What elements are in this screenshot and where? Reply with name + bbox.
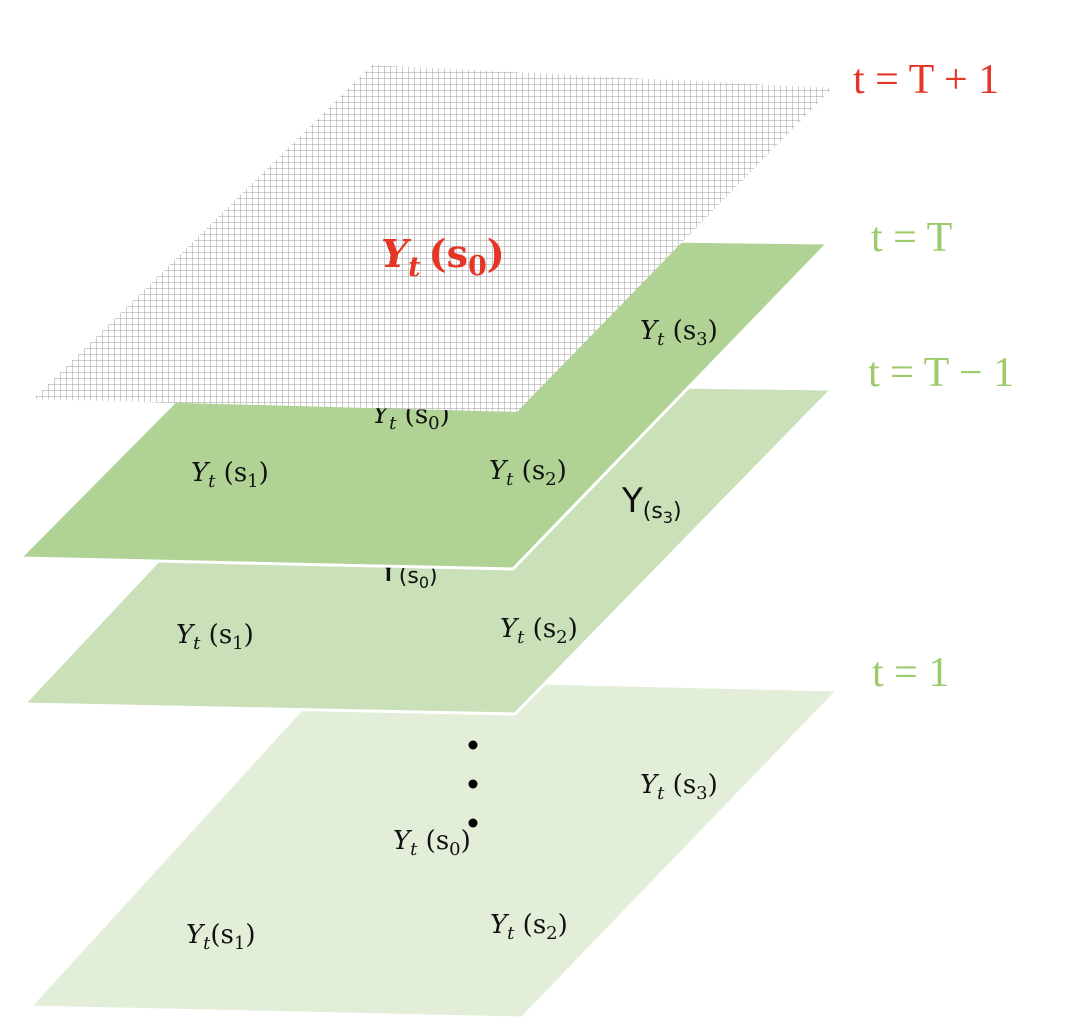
time-label-t: t = T [871, 215, 952, 261]
time-label-t-1: t = 1 [872, 650, 949, 696]
ellipsis-dot [468, 740, 478, 750]
layer-t-1-plane [26, 676, 842, 1020]
layer-t-label-s1: Yt (s1) [191, 458, 269, 492]
target-label: Yt (s0) [381, 231, 505, 283]
layer-t-plus-1-plane [33, 65, 832, 412]
layer-t-1-label-s0: Yt (s0) [393, 826, 471, 860]
layer-t-minus-1-label-s2: Yt (s2) [500, 614, 578, 648]
layer-t-minus-1-label-s1: Yt (s1) [176, 620, 254, 654]
layer-t-plus-1: Yt (s0) [33, 65, 832, 412]
time-label-future: t = T + 1 [853, 57, 999, 103]
layer-t-label-s2: Yt (s2) [489, 456, 567, 490]
ellipsis-dot [468, 818, 478, 828]
layer-t-1: Yt (s3) Yt (s0) Yt (s2) Yt(s1) [26, 676, 842, 1020]
layer-t-minus-1-label-s3: Y(s3) [621, 481, 682, 527]
layer-t-1-label-s3: Yt (s3) [640, 770, 718, 804]
layer-t-label-s3: Yt (s3) [640, 316, 718, 350]
layer-t-1-label-s2: Yt (s2) [490, 910, 568, 944]
layer-t-1-label-s1: Yt(s1) [186, 920, 256, 954]
time-label-t-minus-1: t = T − 1 [868, 350, 1014, 396]
ellipsis-dot [468, 779, 478, 789]
